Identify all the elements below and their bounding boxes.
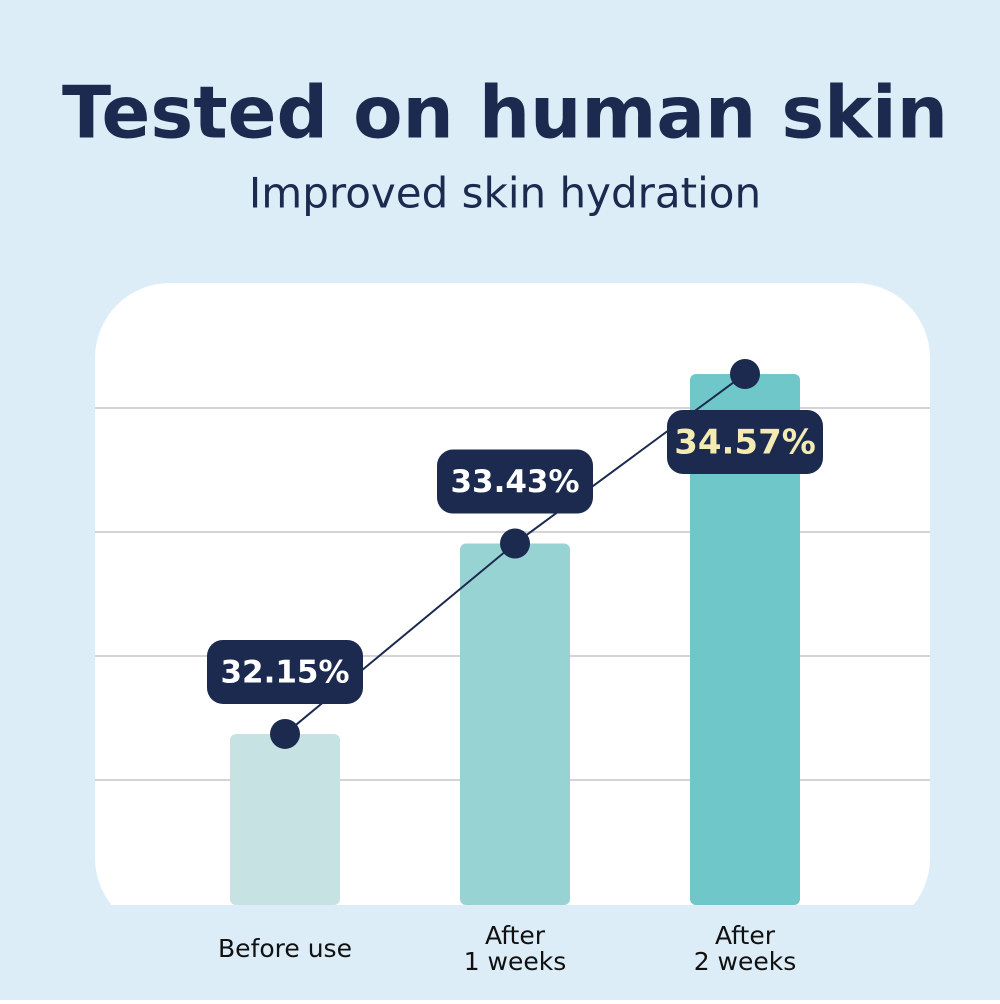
bar [690, 373, 800, 905]
bars [230, 373, 800, 905]
value-label: 34.57% [674, 422, 816, 462]
value-label: 33.43% [450, 464, 579, 500]
x-tick-label: After 1 weeks [464, 921, 567, 976]
panel-cut [95, 905, 930, 945]
value-label-box [667, 409, 823, 474]
data-point [500, 528, 530, 559]
value-label-box [207, 639, 363, 704]
chart-title: Tested on human skin [62, 71, 948, 155]
value-label: 32.15% [220, 654, 349, 690]
x-tick-label: After 2 weeks [694, 921, 797, 976]
value-label-box [437, 449, 593, 514]
bar [230, 733, 340, 905]
data-point [270, 718, 300, 749]
data-point [730, 358, 760, 389]
bar [460, 543, 570, 905]
overlay: Before use After 1 weeks After 2 weeks 32.15%… [207, 358, 823, 976]
x-tick-label: Before use [218, 934, 352, 963]
chart-subtitle: Improved skin hydration [249, 169, 761, 218]
